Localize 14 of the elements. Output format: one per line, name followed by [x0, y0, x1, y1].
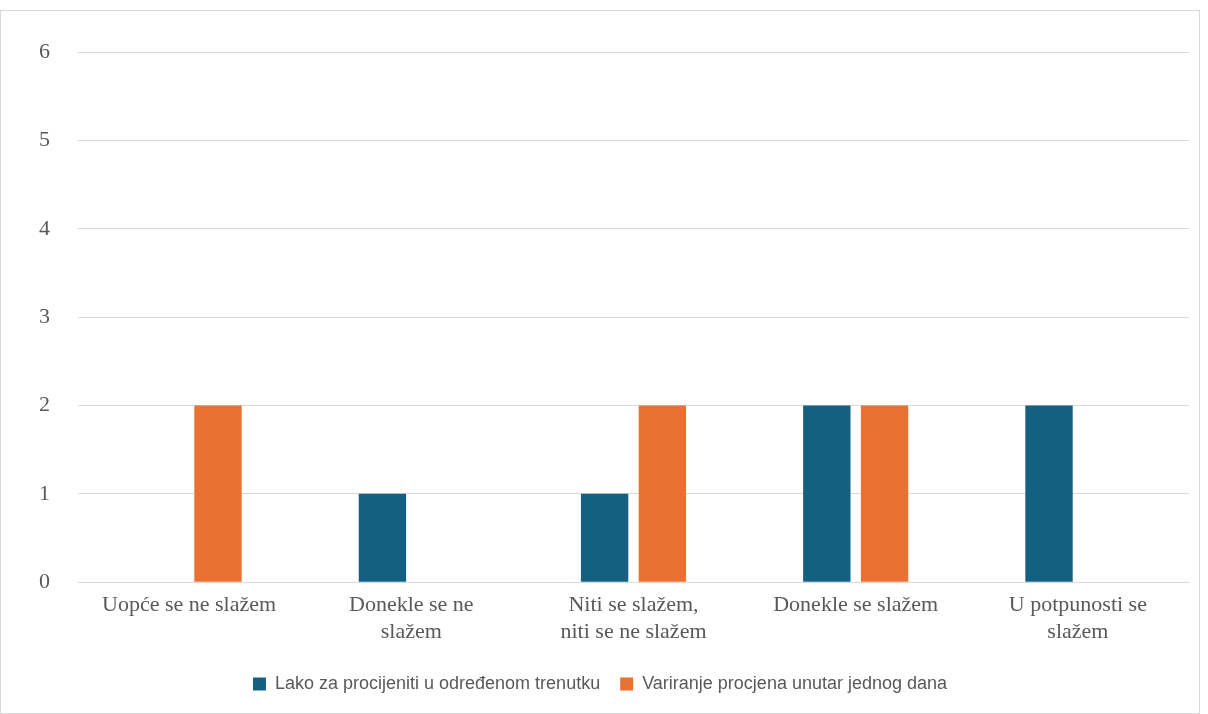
x-tick-label: Donekle se ne slažem [348, 591, 474, 643]
legend-label: Variranje procjena unutar jednog dana [642, 672, 949, 693]
x-tick-label: Donekle se slažem [773, 591, 939, 617]
y-tick-label: 3 [39, 302, 50, 328]
y-tick-label: 4 [39, 214, 50, 240]
y-tick-label: 2 [39, 391, 50, 417]
legend-label: Lako za procijeniti u određenom trenutku [274, 672, 601, 693]
y-tick-label: 1 [39, 479, 50, 505]
x-tick-label: Niti se slažem, niti se ne slažem [560, 591, 707, 643]
y-tick-label: 5 [39, 126, 50, 152]
x-tick-label: U potpunosti se slažem [1008, 591, 1147, 643]
y-tick-label: 6 [39, 37, 50, 63]
y-tick-label: 0 [39, 567, 50, 593]
x-tick-label: Uopće se ne slažem [102, 591, 277, 617]
